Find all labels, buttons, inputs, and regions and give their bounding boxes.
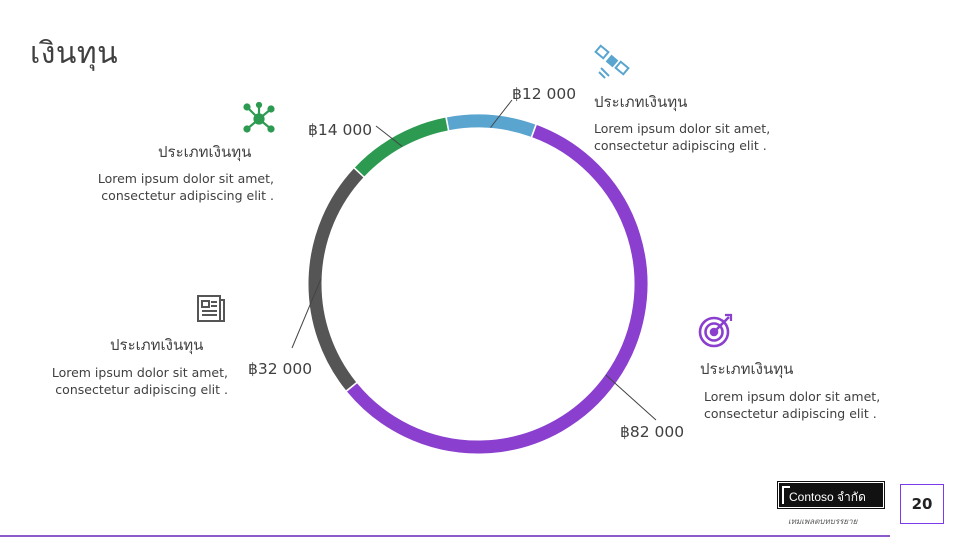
category-label-3: ประเภทเงินทุน <box>158 143 252 161</box>
category-description-2: Lorem ipsum dolor sit amet, consectetur … <box>51 365 228 397</box>
category-label-0: ประเภทเงินทุน <box>594 93 688 111</box>
leader-line-3 <box>375 125 403 147</box>
company-logo: Contoso จำกัด <box>777 481 885 509</box>
logo-text: Contoso จำกัด <box>789 490 866 504</box>
category-description-1: Lorem ipsum dolor sit amet, consectetur … <box>704 389 881 421</box>
amount-label-0: ฿12 000 <box>512 85 577 103</box>
leader-line-2 <box>291 278 322 349</box>
newspaper-icon <box>197 295 225 322</box>
slide-title: เงินทุน <box>30 36 119 71</box>
donut-slice-0 <box>446 114 536 137</box>
page-number: 20 <box>900 484 944 524</box>
leader-line-1 <box>605 374 657 421</box>
category-description-3: Lorem ipsum dolor sit amet, consectetur … <box>97 171 274 203</box>
category-label-1: ประเภทเงินทุน <box>700 360 794 378</box>
donut-slice-2 <box>308 168 364 391</box>
amount-label-3: ฿14 000 <box>308 121 373 139</box>
bottom-rule <box>0 535 890 537</box>
amount-label-2: ฿32 000 <box>248 360 313 378</box>
network-icon <box>243 102 275 133</box>
donut-slice-1 <box>347 125 648 454</box>
satellite-icon <box>594 44 630 79</box>
donut-slice-3 <box>354 117 448 177</box>
logo-subtitle: เทมเพลตบทบรรยาย <box>788 517 858 526</box>
target-icon <box>698 313 733 348</box>
leader-line-0 <box>490 99 513 128</box>
amount-label-1: ฿82 000 <box>620 423 685 441</box>
category-label-2: ประเภทเงินทุน <box>110 336 204 354</box>
category-description-0: Lorem ipsum dolor sit amet, consectetur … <box>594 121 771 153</box>
